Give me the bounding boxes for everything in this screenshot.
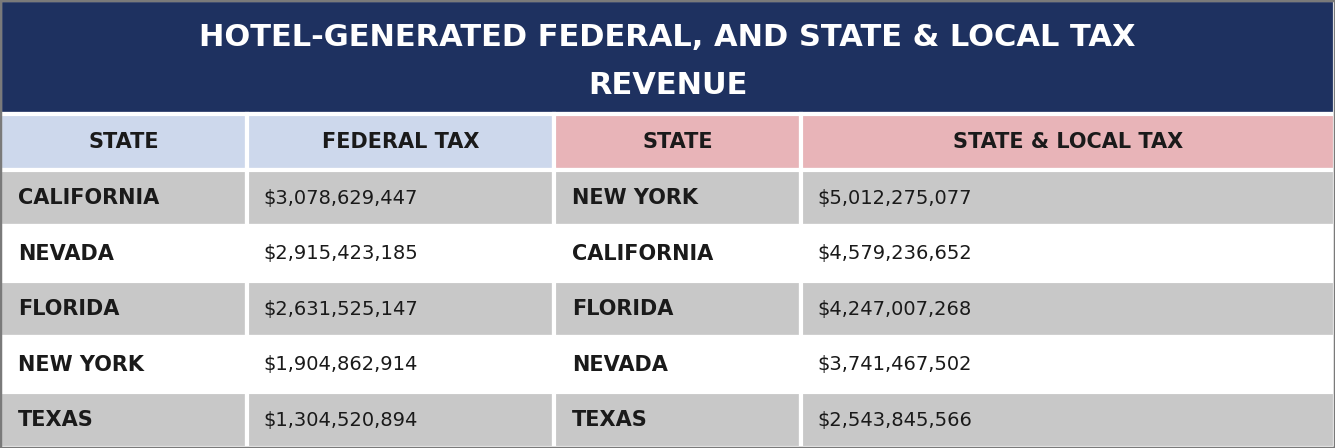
Text: REVENUE: REVENUE xyxy=(587,71,748,100)
Text: NEW YORK: NEW YORK xyxy=(17,355,144,375)
Bar xyxy=(554,170,801,226)
Text: $2,915,423,185: $2,915,423,185 xyxy=(263,244,418,263)
Bar xyxy=(247,392,554,448)
Bar xyxy=(0,114,247,170)
Text: STATE: STATE xyxy=(88,132,159,152)
Text: $5,012,275,077: $5,012,275,077 xyxy=(817,189,972,207)
Bar xyxy=(247,170,554,226)
Bar xyxy=(0,226,247,281)
Bar xyxy=(554,226,801,281)
Bar xyxy=(801,392,1335,448)
Text: TEXAS: TEXAS xyxy=(571,410,647,430)
Text: NEVADA: NEVADA xyxy=(17,244,113,263)
Text: STATE: STATE xyxy=(642,132,713,152)
Text: CALIFORNIA: CALIFORNIA xyxy=(571,244,713,263)
Text: $4,579,236,652: $4,579,236,652 xyxy=(817,244,972,263)
Text: $2,543,845,566: $2,543,845,566 xyxy=(817,411,972,430)
Bar xyxy=(801,281,1335,337)
Text: $1,904,862,914: $1,904,862,914 xyxy=(263,355,418,374)
Bar xyxy=(554,281,801,337)
Text: NEW YORK: NEW YORK xyxy=(571,188,698,208)
Text: STATE & LOCAL TAX: STATE & LOCAL TAX xyxy=(953,132,1183,152)
Text: $1,304,520,894: $1,304,520,894 xyxy=(263,411,418,430)
Bar xyxy=(247,281,554,337)
Text: $4,247,007,268: $4,247,007,268 xyxy=(817,300,972,319)
Bar xyxy=(0,281,247,337)
Text: CALIFORNIA: CALIFORNIA xyxy=(17,188,159,208)
Bar xyxy=(554,114,801,170)
Text: $3,741,467,502: $3,741,467,502 xyxy=(817,355,972,374)
Text: $3,078,629,447: $3,078,629,447 xyxy=(263,189,418,207)
Text: NEVADA: NEVADA xyxy=(571,355,668,375)
Bar xyxy=(0,170,247,226)
Bar xyxy=(554,392,801,448)
Bar xyxy=(247,114,554,170)
Text: HOTEL-GENERATED FEDERAL, AND STATE & LOCAL TAX: HOTEL-GENERATED FEDERAL, AND STATE & LOC… xyxy=(199,23,1136,52)
Text: TEXAS: TEXAS xyxy=(17,410,93,430)
Bar xyxy=(801,114,1335,170)
Text: FEDERAL TAX: FEDERAL TAX xyxy=(322,132,479,152)
Bar xyxy=(247,337,554,392)
Text: $2,631,525,147: $2,631,525,147 xyxy=(263,300,418,319)
Bar xyxy=(0,0,1335,114)
Bar xyxy=(247,226,554,281)
Text: FLORIDA: FLORIDA xyxy=(17,299,119,319)
Bar xyxy=(801,226,1335,281)
Bar xyxy=(0,392,247,448)
Text: FLORIDA: FLORIDA xyxy=(571,299,673,319)
Bar xyxy=(801,337,1335,392)
Bar xyxy=(801,170,1335,226)
Bar xyxy=(554,337,801,392)
Bar xyxy=(0,337,247,392)
